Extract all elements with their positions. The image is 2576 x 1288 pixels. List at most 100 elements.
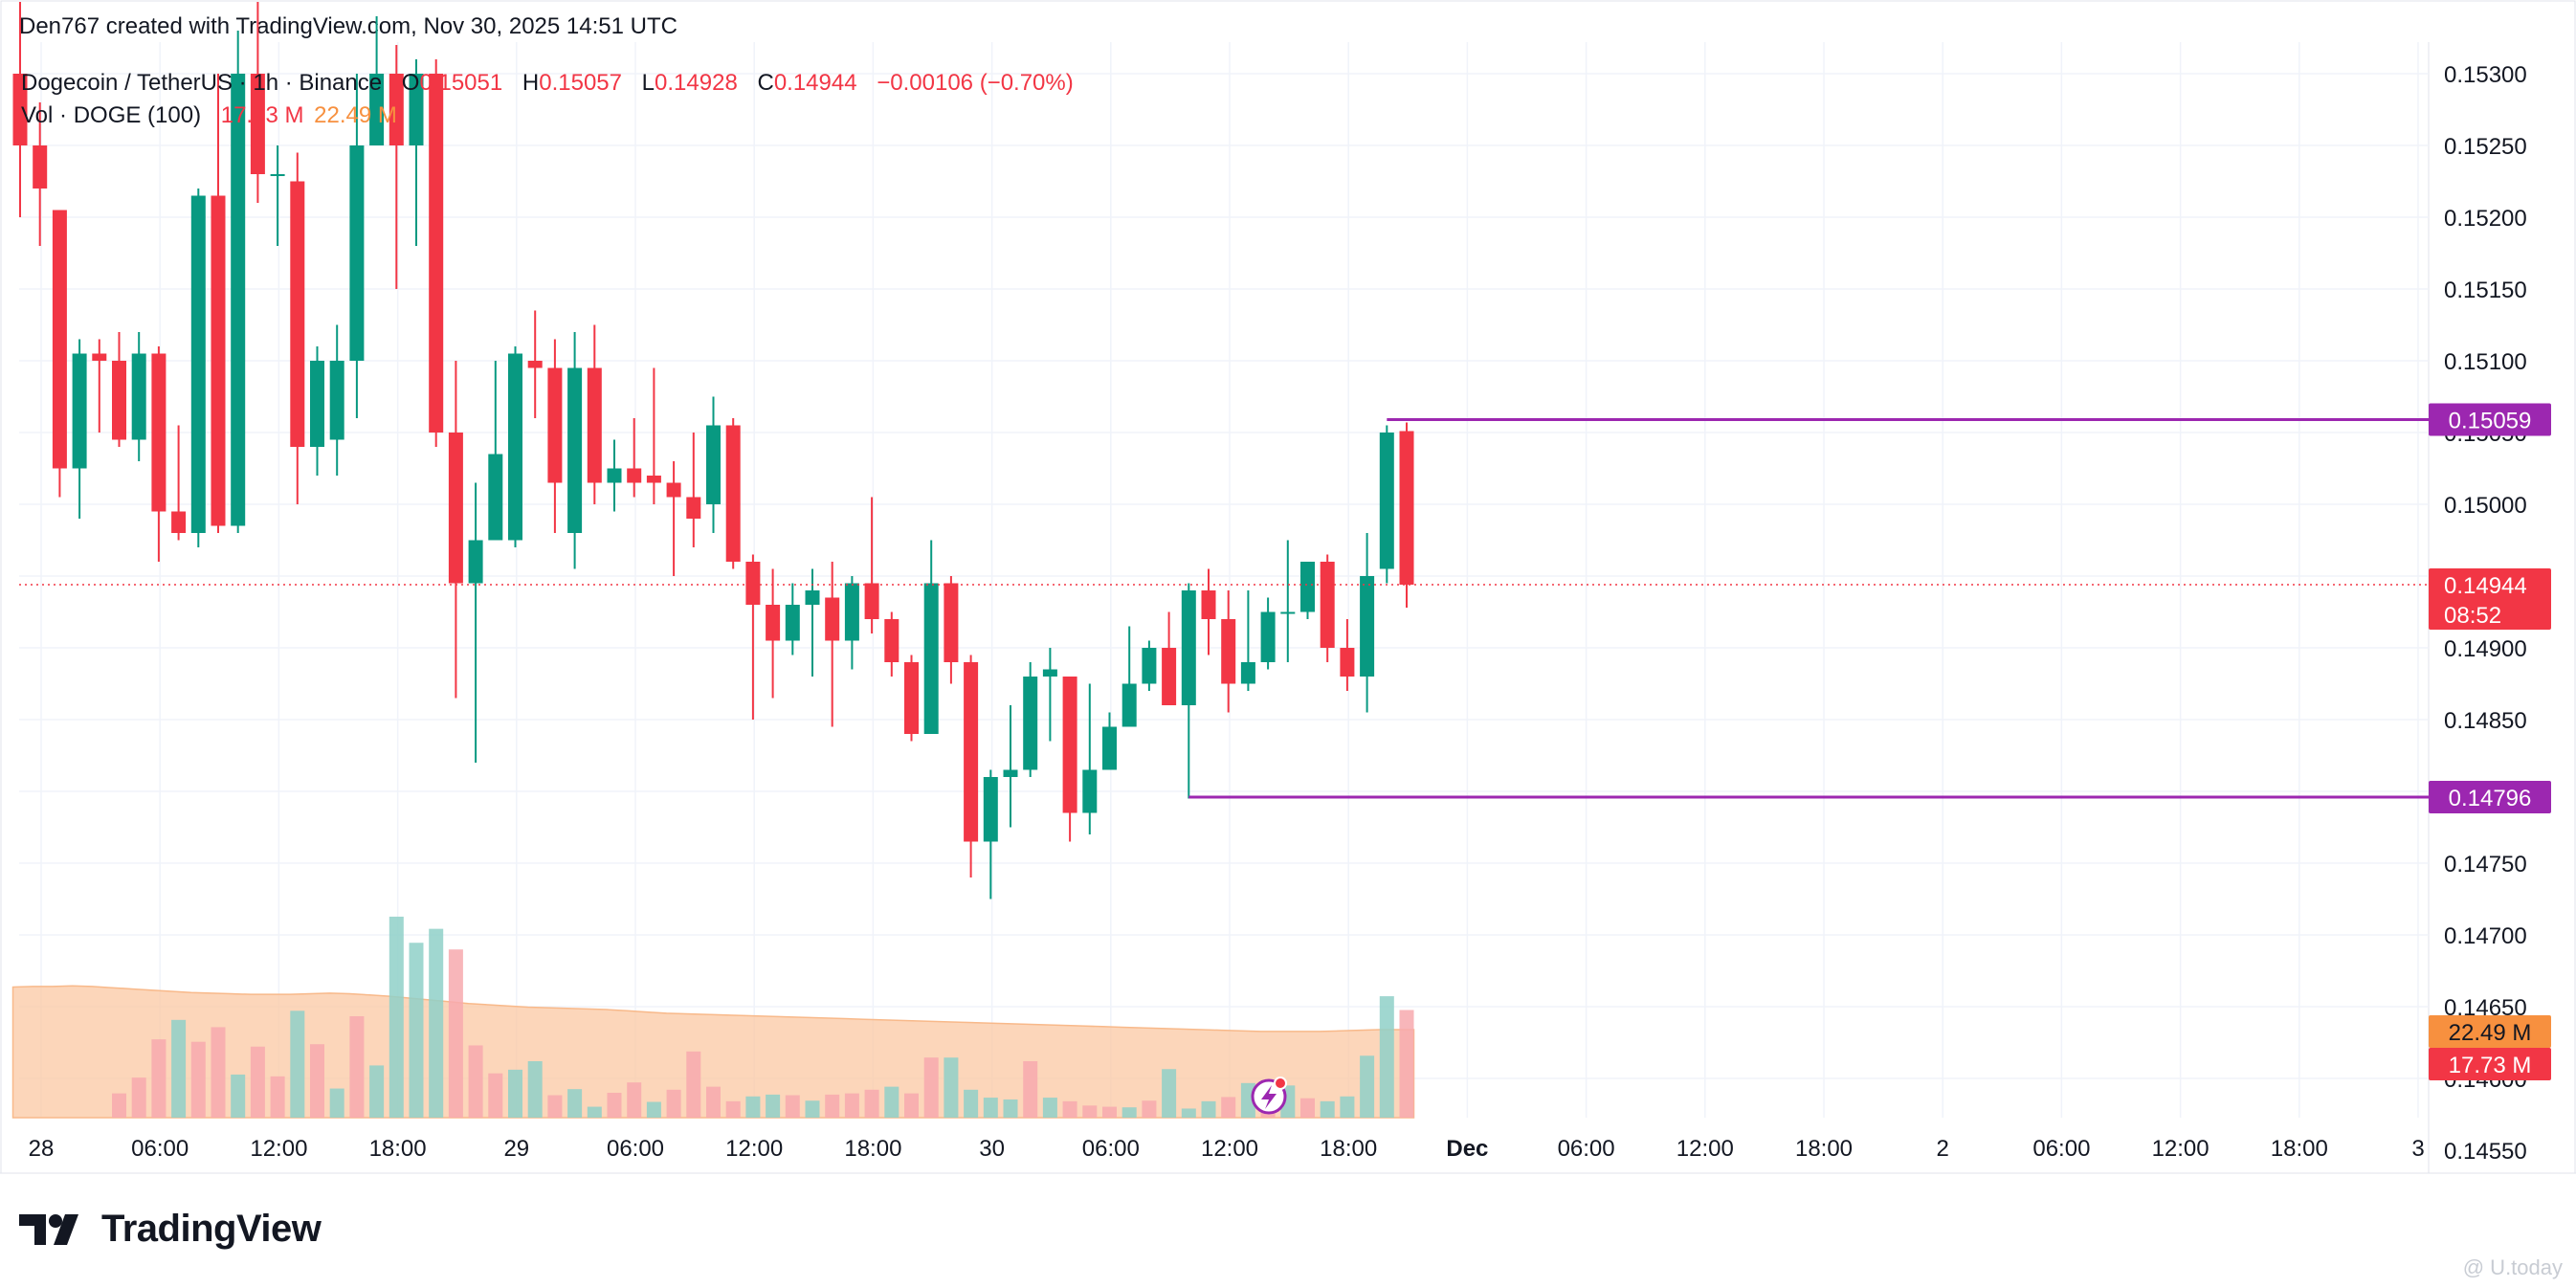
x-tick-label: 29 xyxy=(503,1136,529,1162)
candle xyxy=(944,576,959,684)
candle-body xyxy=(686,497,701,519)
candle xyxy=(864,497,879,633)
source-watermark: @ U.today xyxy=(2462,1255,2563,1279)
candle-body xyxy=(92,353,107,361)
candle xyxy=(508,346,522,547)
candle xyxy=(190,189,206,547)
candle-body xyxy=(1399,431,1414,585)
volume-bar xyxy=(1320,1100,1335,1118)
horizontal-levels[interactable] xyxy=(19,418,2429,799)
candle xyxy=(429,59,444,447)
volume-bar xyxy=(725,1100,741,1118)
candle-body xyxy=(1280,611,1296,614)
candle xyxy=(1162,611,1177,705)
price-level-tag xyxy=(2429,403,2551,436)
volume-bar xyxy=(666,1089,681,1118)
volume-bar xyxy=(547,1095,563,1118)
candle xyxy=(1042,648,1057,742)
volume-bar xyxy=(1221,1097,1236,1118)
candle xyxy=(1102,712,1117,770)
volume-bar xyxy=(1181,1108,1196,1118)
tradingview-logo[interactable]: TradingView xyxy=(19,1208,322,1251)
candle xyxy=(725,418,741,569)
candle xyxy=(923,540,939,734)
x-tick-label: 18:00 xyxy=(1320,1136,1377,1162)
volume-bar xyxy=(745,1096,761,1118)
high-value: 0.15057 xyxy=(539,70,622,96)
candle-body xyxy=(52,210,67,469)
candle-body xyxy=(231,74,246,526)
candle xyxy=(270,145,285,246)
candle-body xyxy=(1062,677,1077,813)
volume-bar xyxy=(1142,1100,1157,1118)
volume-bar xyxy=(349,1016,365,1118)
volume-tag-label: 22.49 M xyxy=(2449,1020,2532,1046)
candle-body xyxy=(725,425,741,562)
low-value: 0.14928 xyxy=(655,70,738,96)
volume-bar xyxy=(766,1094,781,1118)
candle xyxy=(448,361,463,699)
volume-bar xyxy=(587,1106,602,1118)
volume-bar xyxy=(923,1057,939,1118)
volume-bar xyxy=(468,1045,483,1118)
high-label: H xyxy=(522,70,540,96)
volume-bar xyxy=(211,1027,226,1118)
close-label: C xyxy=(757,70,774,96)
candle xyxy=(72,339,87,519)
x-tick-label: 12:00 xyxy=(1677,1136,1734,1162)
last-price-tag xyxy=(2429,568,2551,630)
candle-body xyxy=(646,476,661,483)
candle-body xyxy=(1379,433,1394,569)
volume-bar xyxy=(488,1073,503,1118)
x-tick-label: 12:00 xyxy=(725,1136,783,1162)
candle-body xyxy=(1142,648,1157,684)
candle xyxy=(805,568,820,677)
candle xyxy=(250,2,265,203)
candle-body xyxy=(864,583,879,619)
candle xyxy=(52,210,67,498)
volume-legend-row: Vol · DOGE (100) 17.73 M 22.49 M xyxy=(21,100,1074,132)
candle-body xyxy=(944,583,959,662)
volume-bar xyxy=(864,1089,879,1118)
candle-body xyxy=(964,662,979,842)
volume-pane xyxy=(11,916,1415,1119)
volume-bar xyxy=(369,1065,385,1118)
volume-bar xyxy=(1042,1098,1057,1118)
candles xyxy=(12,2,1414,899)
x-tick-label: 06:00 xyxy=(607,1136,664,1162)
candle xyxy=(547,339,563,533)
volume-bar xyxy=(151,1039,167,1118)
price-tags: 0.15059 0.14796 0.14944 08:52 22.49 M 17.73 M xyxy=(2429,403,2551,1080)
alert-icon-group[interactable] xyxy=(1251,1077,1287,1115)
candle xyxy=(1300,562,1315,619)
volume-bar xyxy=(1023,1060,1038,1118)
volume-bar xyxy=(250,1046,265,1118)
candle xyxy=(1142,640,1157,691)
candle xyxy=(567,332,583,569)
volume-bar xyxy=(1399,1010,1414,1118)
candle xyxy=(1062,677,1077,842)
candle-body xyxy=(1121,683,1137,727)
volume-bar xyxy=(1102,1106,1117,1118)
volume-bar xyxy=(1240,1082,1255,1118)
candle xyxy=(131,332,146,461)
candle-body xyxy=(369,74,385,145)
x-tick-label: 06:00 xyxy=(131,1136,189,1162)
x-tick-label: 06:00 xyxy=(2032,1136,2090,1162)
volume-bar xyxy=(190,1041,206,1118)
volume-bar xyxy=(944,1057,959,1118)
candle xyxy=(983,769,998,899)
alert-dot-icon xyxy=(1274,1077,1287,1090)
close-value: 0.14944 xyxy=(773,70,857,96)
candle xyxy=(1121,626,1137,727)
x-tick-label: Dec xyxy=(1446,1136,1488,1162)
candle xyxy=(12,2,28,217)
symbol-name: Dogecoin / TetherUS · 1h · Binance xyxy=(21,70,383,96)
candle-body xyxy=(527,361,543,368)
candle-body xyxy=(1003,769,1018,777)
candle xyxy=(1003,705,1018,828)
axes: 0.15300 0.15250 0.15200 0.15150 0.15100 0.150… xyxy=(29,62,2527,1165)
volume-bar xyxy=(607,1092,622,1118)
candle xyxy=(1201,568,1216,655)
